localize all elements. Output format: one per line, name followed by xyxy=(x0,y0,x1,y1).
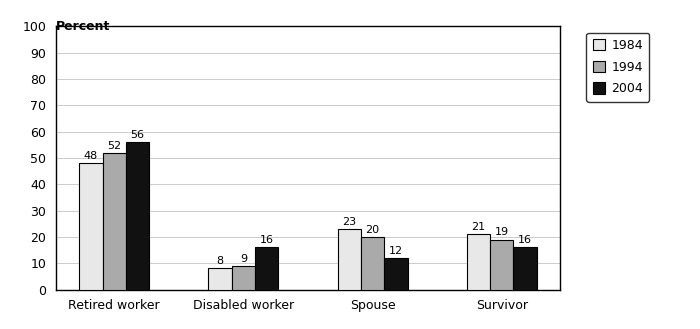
Bar xyxy=(337,229,361,290)
Bar xyxy=(232,266,255,290)
Text: 20: 20 xyxy=(365,225,379,235)
Text: 12: 12 xyxy=(389,246,403,256)
Bar xyxy=(514,247,537,290)
Bar xyxy=(255,247,279,290)
Bar xyxy=(361,237,384,290)
Legend: 1984, 1994, 2004: 1984, 1994, 2004 xyxy=(587,33,650,102)
Text: 19: 19 xyxy=(495,227,509,238)
Text: 21: 21 xyxy=(472,222,486,232)
Bar xyxy=(209,268,232,290)
Text: 23: 23 xyxy=(342,217,356,227)
Text: 16: 16 xyxy=(260,235,274,245)
Text: 56: 56 xyxy=(130,130,144,140)
Text: 48: 48 xyxy=(84,151,98,161)
Text: 8: 8 xyxy=(216,256,224,266)
Text: 9: 9 xyxy=(240,254,247,264)
Bar xyxy=(102,153,126,290)
Bar xyxy=(490,240,514,290)
Text: 16: 16 xyxy=(518,235,532,245)
Bar xyxy=(384,258,407,290)
Text: 52: 52 xyxy=(107,140,121,151)
Bar xyxy=(467,234,490,290)
Bar xyxy=(126,142,149,290)
Bar xyxy=(79,163,102,290)
Text: Percent: Percent xyxy=(56,20,111,33)
